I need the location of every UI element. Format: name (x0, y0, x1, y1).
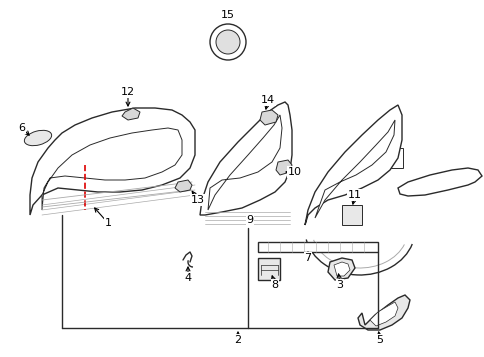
Polygon shape (314, 120, 394, 218)
Text: 9: 9 (246, 215, 253, 225)
Text: 3: 3 (336, 280, 343, 290)
Text: 12: 12 (121, 87, 135, 97)
Polygon shape (369, 302, 397, 326)
Polygon shape (42, 128, 182, 210)
Polygon shape (30, 108, 195, 215)
Text: 13: 13 (191, 195, 205, 205)
Polygon shape (257, 242, 377, 252)
Text: 8: 8 (271, 280, 278, 290)
Text: 10: 10 (287, 167, 302, 177)
Text: 4: 4 (184, 273, 191, 283)
Polygon shape (397, 168, 481, 196)
Polygon shape (259, 110, 277, 125)
Polygon shape (275, 160, 291, 175)
Polygon shape (327, 258, 354, 280)
Polygon shape (333, 262, 349, 276)
Ellipse shape (349, 141, 373, 176)
Bar (345, 208, 357, 220)
Text: 14: 14 (260, 95, 274, 105)
Polygon shape (175, 180, 192, 192)
Polygon shape (122, 108, 140, 120)
Text: 1: 1 (104, 218, 111, 228)
Circle shape (215, 30, 240, 54)
Polygon shape (208, 115, 281, 210)
Text: 5: 5 (376, 335, 383, 345)
Polygon shape (304, 105, 401, 225)
FancyBboxPatch shape (257, 258, 279, 280)
Ellipse shape (24, 130, 51, 146)
Text: 11: 11 (348, 190, 361, 200)
Text: 6: 6 (18, 123, 26, 133)
Circle shape (210, 24, 245, 60)
Polygon shape (357, 295, 409, 330)
Text: 2: 2 (234, 335, 241, 345)
Text: 15: 15 (221, 10, 235, 20)
Polygon shape (199, 102, 291, 215)
Bar (384, 148, 402, 168)
Polygon shape (341, 205, 361, 225)
Ellipse shape (241, 139, 262, 171)
Text: 7: 7 (304, 253, 311, 263)
